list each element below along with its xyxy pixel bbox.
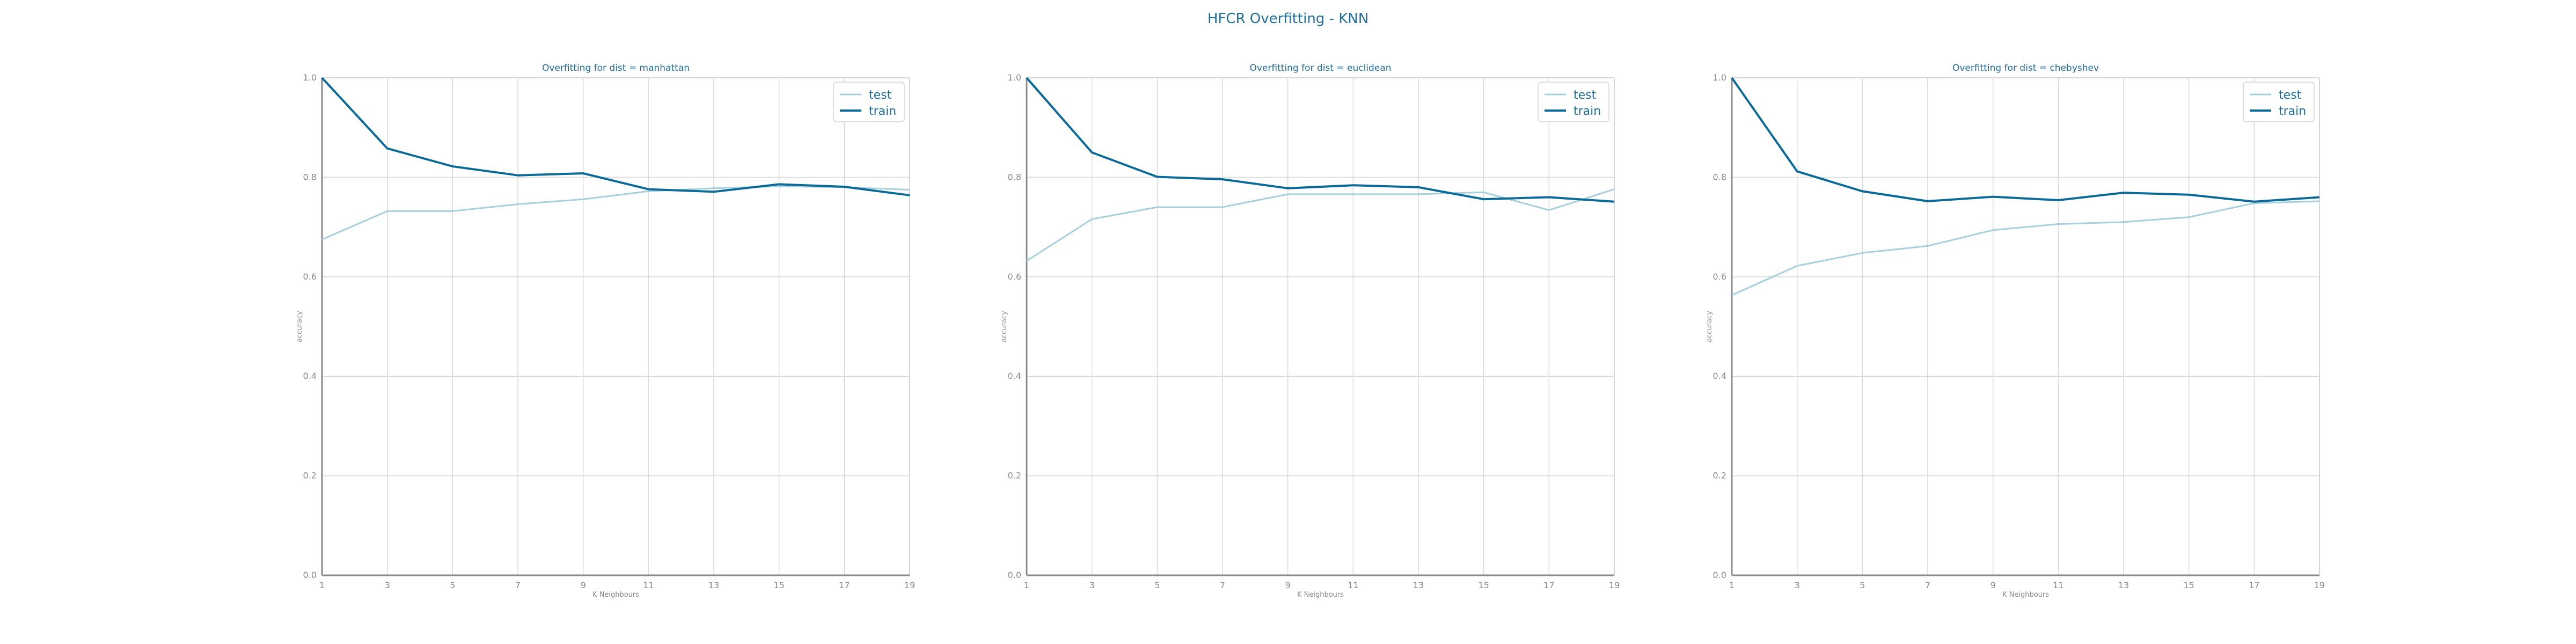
x-tick-label: 7	[1220, 580, 1225, 590]
y-tick-label: 0.0	[303, 570, 317, 580]
series-line-train	[1731, 77, 2320, 203]
x-tick-label: 3	[1089, 580, 1095, 590]
y-tick-label: 1.0	[1008, 72, 1021, 83]
x-tick-label: 13	[1413, 580, 1424, 590]
x-tick-label: 15	[1478, 580, 1489, 590]
x-tick-label: 17	[1543, 580, 1554, 590]
x-tick-label: 1	[319, 580, 325, 590]
legend-label: train	[2279, 105, 2306, 118]
legend-box	[2243, 82, 2315, 122]
y-tick-label: 0.4	[303, 371, 317, 381]
y-tick-label: 0.4	[1713, 371, 1726, 381]
x-tick-label: 17	[839, 580, 850, 590]
series-line-test	[1026, 188, 1615, 262]
x-tick-label: 5	[450, 580, 455, 590]
y-tick-label: 0.8	[1008, 172, 1021, 182]
x-axis-label: K Neighbours	[1297, 591, 1344, 599]
y-tick-label: 0.4	[1008, 371, 1021, 381]
x-tick-label: 11	[643, 580, 654, 590]
series-line-train	[321, 77, 910, 196]
legend-label: test	[869, 89, 892, 102]
y-axis-label: accuracy	[1000, 311, 1008, 342]
x-tick-label: 3	[385, 580, 390, 590]
chart-title: Overfitting for dist = manhattan	[542, 63, 690, 74]
x-tick-label: 5	[1154, 580, 1160, 590]
x-tick-label: 11	[1348, 580, 1358, 590]
x-tick-label: 7	[515, 580, 521, 590]
series-line-test	[321, 185, 910, 240]
legend-box	[1538, 82, 1609, 122]
x-tick-label: 19	[1609, 580, 1620, 590]
y-tick-label: 0.2	[1713, 471, 1726, 481]
x-tick-label: 13	[708, 580, 719, 590]
chart-title: Overfitting for dist = chebyshev	[1952, 63, 2099, 74]
x-axis-label: K Neighbours	[2002, 591, 2049, 599]
x-tick-label: 5	[1860, 580, 1865, 590]
x-tick-label: 19	[904, 580, 915, 590]
y-tick-label: 0.8	[303, 172, 317, 182]
x-tick-label: 17	[2249, 580, 2259, 590]
legend-box	[833, 82, 905, 122]
x-tick-label: 3	[1795, 580, 1800, 590]
y-tick-label: 0.6	[1008, 272, 1021, 282]
x-tick-label: 1	[1729, 580, 1735, 590]
legend-label: train	[869, 105, 896, 118]
chart-title: Overfitting for dist = euclidean	[1250, 63, 1392, 74]
y-tick-label: 0.2	[303, 471, 317, 481]
y-axis-label: accuracy	[1706, 311, 1714, 342]
x-tick-label: 19	[2314, 580, 2325, 590]
y-axis-label: accuracy	[296, 311, 304, 342]
x-tick-label: 9	[1285, 580, 1291, 590]
y-tick-label: 0.0	[1713, 570, 1726, 580]
series-line-train	[1026, 77, 1615, 203]
x-tick-label: 7	[1925, 580, 1930, 590]
series-line-test	[1731, 200, 2320, 296]
y-tick-label: 1.0	[1713, 72, 1726, 83]
y-tick-label: 0.2	[1008, 471, 1021, 481]
x-tick-label: 9	[581, 580, 586, 590]
x-tick-label: 15	[2183, 580, 2194, 590]
legend-label: train	[1574, 105, 1601, 118]
figure-title: HFCR Overfitting - KNN	[1208, 11, 1368, 27]
x-tick-label: 1	[1024, 580, 1029, 590]
legend-label: test	[2279, 89, 2302, 102]
y-tick-label: 0.6	[1713, 272, 1726, 282]
x-tick-label: 11	[2053, 580, 2063, 590]
y-tick-label: 1.0	[303, 72, 317, 83]
x-tick-label: 9	[1990, 580, 1996, 590]
legend-label: test	[1574, 89, 1597, 102]
y-tick-label: 0.6	[303, 272, 317, 282]
y-tick-label: 0.0	[1008, 570, 1021, 580]
x-tick-label: 15	[773, 580, 784, 590]
x-tick-label: 13	[2118, 580, 2129, 590]
y-tick-label: 0.8	[1713, 172, 1726, 182]
x-axis-label: K Neighbours	[592, 591, 639, 599]
